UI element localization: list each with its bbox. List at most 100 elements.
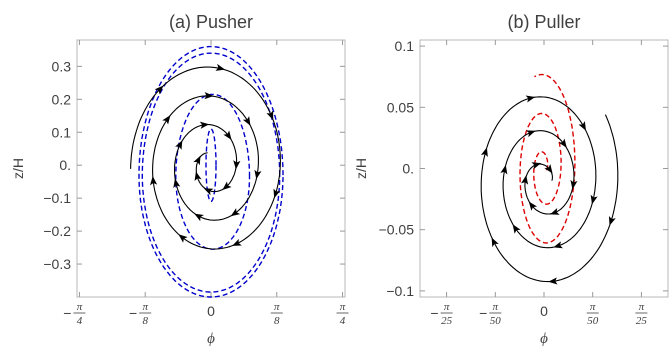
x-tick-denominator: 50 — [587, 315, 599, 327]
flow-arrow — [531, 162, 542, 170]
flow-arrow — [215, 63, 226, 71]
x-tick-label: 0 — [207, 303, 215, 319]
flow-arrow — [553, 241, 563, 249]
x-axis-label: ϕ — [540, 331, 548, 347]
x-tick-sign: − — [479, 305, 487, 321]
y-tick-label: 0. — [59, 157, 71, 173]
y-tick-label: 0. — [402, 161, 414, 177]
x-tick-label: − π 8 — [129, 301, 152, 327]
x-tick-label: π8 — [270, 301, 283, 327]
flow-arrow — [230, 208, 241, 217]
flow-arrow — [232, 238, 242, 246]
x-tick-numerator: π — [340, 301, 346, 313]
flow-arrow — [194, 213, 204, 222]
flow-arrow — [149, 176, 158, 186]
flow-arrow — [222, 181, 232, 191]
x-tick-denominator: 8 — [142, 315, 148, 327]
x-tick-denominator: 4 — [340, 315, 346, 327]
flow-arrow — [175, 140, 183, 150]
dashed-orbit-3 — [205, 128, 217, 203]
flow-arrow — [500, 164, 508, 175]
flow-arrow — [203, 188, 214, 196]
x-tick-zero: 0 — [207, 303, 215, 319]
flow-arrow — [528, 201, 538, 211]
flow-arrow — [608, 215, 616, 226]
flow-arrow — [162, 115, 171, 125]
flow-arrow — [173, 178, 181, 189]
y-tick-label: 0.2 — [52, 91, 72, 107]
y-tick-label: −0.1 — [43, 190, 71, 206]
flow-arrow — [266, 110, 274, 121]
x-axis-label: ϕ — [207, 331, 215, 347]
flow-arrow — [548, 277, 558, 285]
x-tick-zero: 0 — [540, 303, 548, 319]
y-axis-label: z/H — [353, 158, 369, 179]
flow-arrow — [521, 175, 529, 185]
x-tick-denominator: 8 — [274, 315, 280, 327]
y-tick-label: −0.3 — [43, 256, 71, 272]
y-tick-label: −0.1 — [386, 283, 414, 299]
x-tick-label: − π 25 — [430, 301, 453, 327]
x-tick-denominator: 25 — [441, 315, 453, 327]
flow-arrow — [570, 179, 578, 190]
flow-arrow — [199, 121, 210, 129]
x-tick-label: − π 50 — [479, 301, 502, 327]
flow-arrow — [491, 237, 499, 248]
flow-arrow — [480, 147, 488, 158]
x-tick-numerator: π — [77, 301, 83, 313]
x-tick-numerator: π — [274, 301, 280, 313]
x-tick-label: π 50 — [586, 301, 599, 327]
flow-arrow — [242, 116, 251, 126]
x-tick-label: π 25 — [635, 301, 648, 327]
flow-arrow — [590, 194, 598, 205]
flow-arrow — [233, 160, 241, 170]
x-tick-numerator: π — [639, 301, 645, 313]
x-tick-numerator: π — [444, 301, 450, 313]
flow-arrow — [525, 130, 536, 138]
y-tick-label: −0.05 — [379, 222, 415, 238]
x-tick-sign: − — [430, 305, 438, 321]
dashed-orbit-0 — [138, 45, 284, 298]
x-tick-label: π4 — [336, 301, 349, 327]
flow-arrow — [194, 171, 202, 182]
y-tick-label: 0.1 — [52, 124, 72, 140]
flow-arrow — [223, 130, 232, 140]
trajectory-4 — [130, 66, 281, 250]
flow-arrow — [578, 121, 586, 131]
dashed-orbit-0 — [519, 73, 576, 244]
flow-arrow — [273, 188, 281, 199]
flow-arrow — [544, 164, 553, 174]
dashed-orbit-2 — [175, 93, 251, 250]
chart-title: (b) Puller — [507, 12, 580, 32]
x-tick-label: 0 — [540, 303, 548, 319]
dashed-orbit-1 — [141, 52, 281, 293]
x-tick-denominator: 25 — [636, 315, 648, 327]
y-tick-label: −0.2 — [43, 223, 71, 239]
flow-arrow — [154, 85, 164, 95]
y-axis-label: z/H — [10, 158, 26, 179]
plot-frame — [76, 39, 346, 298]
trajectory-1 — [480, 96, 619, 283]
x-tick-sign: − — [129, 305, 137, 321]
flow-arrow — [178, 234, 188, 243]
x-tick-denominator: 50 — [490, 315, 502, 327]
x-tick-numerator: π — [493, 301, 499, 313]
x-tick-label: − π 4 — [63, 301, 86, 327]
flow-arrow — [549, 207, 560, 215]
x-tick-numerator: π — [590, 301, 596, 313]
y-tick-label: 0.3 — [52, 58, 72, 74]
x-tick-numerator: π — [142, 301, 148, 313]
plot-frame — [419, 39, 669, 298]
chart-title: (a) Pusher — [169, 12, 253, 32]
flow-arrow — [193, 155, 201, 166]
flow-arrow — [204, 92, 214, 100]
flow-arrow — [558, 138, 567, 148]
flow-arrow — [254, 169, 262, 180]
y-tick-label: 0.1 — [395, 38, 415, 54]
flow-arrow — [512, 224, 521, 234]
x-tick-denominator: 4 — [77, 315, 83, 327]
x-tick-sign: − — [63, 305, 71, 321]
